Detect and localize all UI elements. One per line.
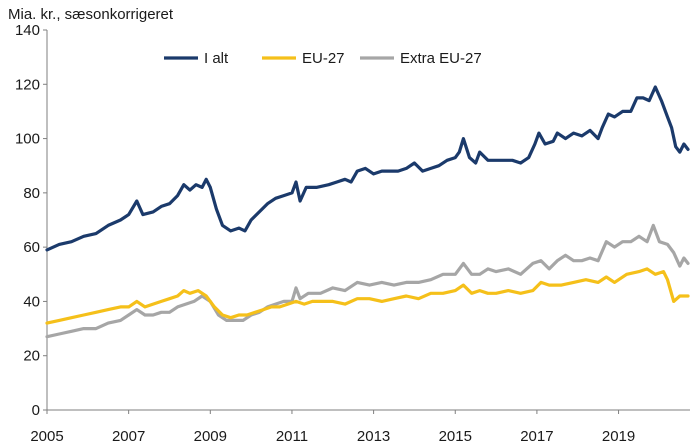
y-tick-label: 60: [23, 239, 40, 256]
axes: 0 20 40 60 80 100 120 140 2005 2007 2009 2011 2013 20…: [15, 22, 690, 445]
series-line-extra-eu-27: [45, 223, 690, 339]
x-tick-label: 2011: [276, 428, 308, 445]
y-tick-label: 40: [23, 293, 40, 310]
legend-label: I alt: [204, 50, 229, 67]
series-line-eu-27: [45, 267, 690, 325]
series-lines: [45, 85, 690, 339]
series-line-i-alt: [45, 85, 690, 252]
x-tick-label: 2009: [194, 428, 227, 445]
y-tick-label: 120: [15, 76, 40, 93]
legend-label: EU-27: [302, 50, 345, 67]
legend: I alt EU-27 Extra EU-27: [164, 50, 482, 67]
legend-label: Extra EU-27: [400, 50, 482, 67]
x-tick-label: 2017: [520, 428, 553, 445]
y-axis-unit-label: Mia. kr., sæsonkorrigeret: [8, 6, 174, 23]
x-tick-label: 2007: [112, 428, 145, 445]
x-tick-label: 2019: [602, 428, 635, 445]
y-tick-label: 80: [23, 185, 40, 202]
y-tick-label: 0: [32, 402, 40, 419]
x-tick-label: 2015: [439, 428, 472, 445]
y-tick-label: 100: [15, 131, 40, 148]
y-tick-label: 140: [15, 22, 40, 39]
x-tick-label: 2013: [357, 428, 390, 445]
x-tick-label: 2005: [30, 428, 63, 445]
y-tick-label: 20: [23, 348, 40, 365]
